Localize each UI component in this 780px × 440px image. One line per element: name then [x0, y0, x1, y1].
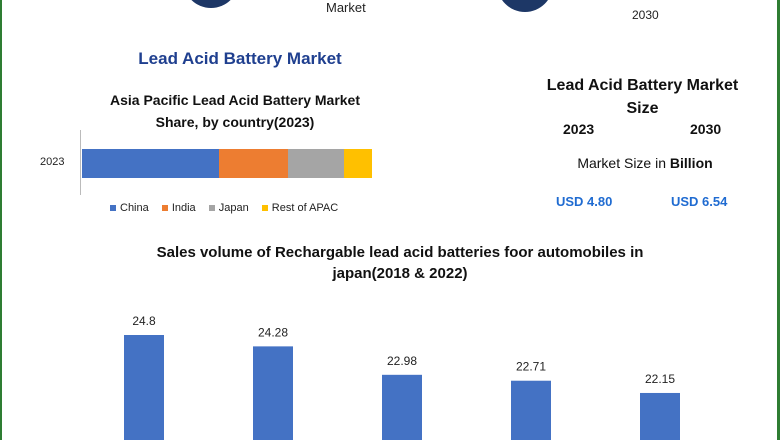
- bar-chart-title-line1: Sales volume of Rechargable lead acid ba…: [156, 244, 644, 261]
- market-size-unit-bold: Billion: [669, 155, 713, 171]
- main-title: Lead Acid Battery Market: [138, 49, 342, 68]
- legend-swatch-india: [161, 205, 168, 212]
- legend-swatch-japan: [208, 205, 215, 212]
- market-size-unit: Market Size in Billion: [540, 155, 750, 171]
- legend-item-japan: Japan: [208, 202, 249, 214]
- top-left-circle-icon: [183, 0, 239, 8]
- bar-4: [640, 392, 680, 440]
- stacked-chart-year-label: 2023: [40, 156, 65, 168]
- market-size-year-2023: 2023: [563, 121, 595, 137]
- legend-item-india: India: [161, 202, 196, 214]
- stacked-chart-axis: [80, 130, 81, 195]
- stacked-segment-rest-of-apac: [344, 149, 372, 178]
- stacked-chart-title-line1: Asia Pacific Lead Acid Battery Market: [109, 92, 361, 108]
- stacked-segment-india: [218, 149, 289, 178]
- legend-swatch-rest: [261, 205, 268, 212]
- bar-data-label-2: 22.98: [387, 354, 417, 368]
- bar-data-label-1: 24.28: [258, 325, 288, 339]
- bar-1: [253, 346, 293, 440]
- bar-3: [511, 380, 551, 440]
- stacked-chart-legend: China India Japan Rest of APAC: [110, 202, 348, 214]
- legend-item-rest: Rest of APAC: [261, 202, 339, 214]
- bar-data-label-3: 22.71: [516, 360, 546, 374]
- legend-swatch-china: [110, 205, 116, 212]
- bar-0: [124, 335, 164, 440]
- legend-label-india: India: [171, 202, 196, 214]
- legend-item-china: China: [110, 202, 149, 214]
- market-size-value-2030: USD 6.54: [671, 194, 728, 209]
- bar-chart-title: Sales volume of Rechargable lead acid ba…: [120, 242, 680, 284]
- top-market-text: Market: [326, 0, 366, 15]
- legend-label-rest: Rest of APAC: [271, 202, 339, 214]
- market-size-value-2023: USD 4.80: [556, 194, 613, 209]
- bar-data-label-4: 22.15: [645, 372, 675, 386]
- legend-label-china: China: [120, 202, 149, 214]
- bar-data-label-0: 24.8: [132, 314, 156, 328]
- market-size-title: Lead Acid Battery Market Size: [520, 74, 765, 120]
- market-size-title-line1: Lead Acid Battery Market: [546, 77, 739, 94]
- market-size-title-line2: Size: [626, 100, 659, 117]
- stacked-chart-title-line2: Share, by country(2023): [155, 114, 315, 130]
- right-border: [777, 0, 780, 440]
- bar-chart-title-line2: japan(2018 & 2022): [332, 265, 468, 282]
- market-size-unit-prefix: Market Size in: [577, 155, 670, 171]
- stacked-segment-japan: [288, 149, 345, 178]
- left-border: [0, 0, 2, 440]
- stacked-segment-china: [82, 149, 219, 178]
- legend-label-japan: Japan: [218, 202, 249, 214]
- stacked-chart-title: Asia Pacific Lead Acid Battery Market Sh…: [60, 89, 410, 133]
- bar-2: [382, 374, 422, 440]
- market-size-year-2030: 2030: [690, 121, 722, 137]
- top-year-text: 2030: [632, 8, 659, 22]
